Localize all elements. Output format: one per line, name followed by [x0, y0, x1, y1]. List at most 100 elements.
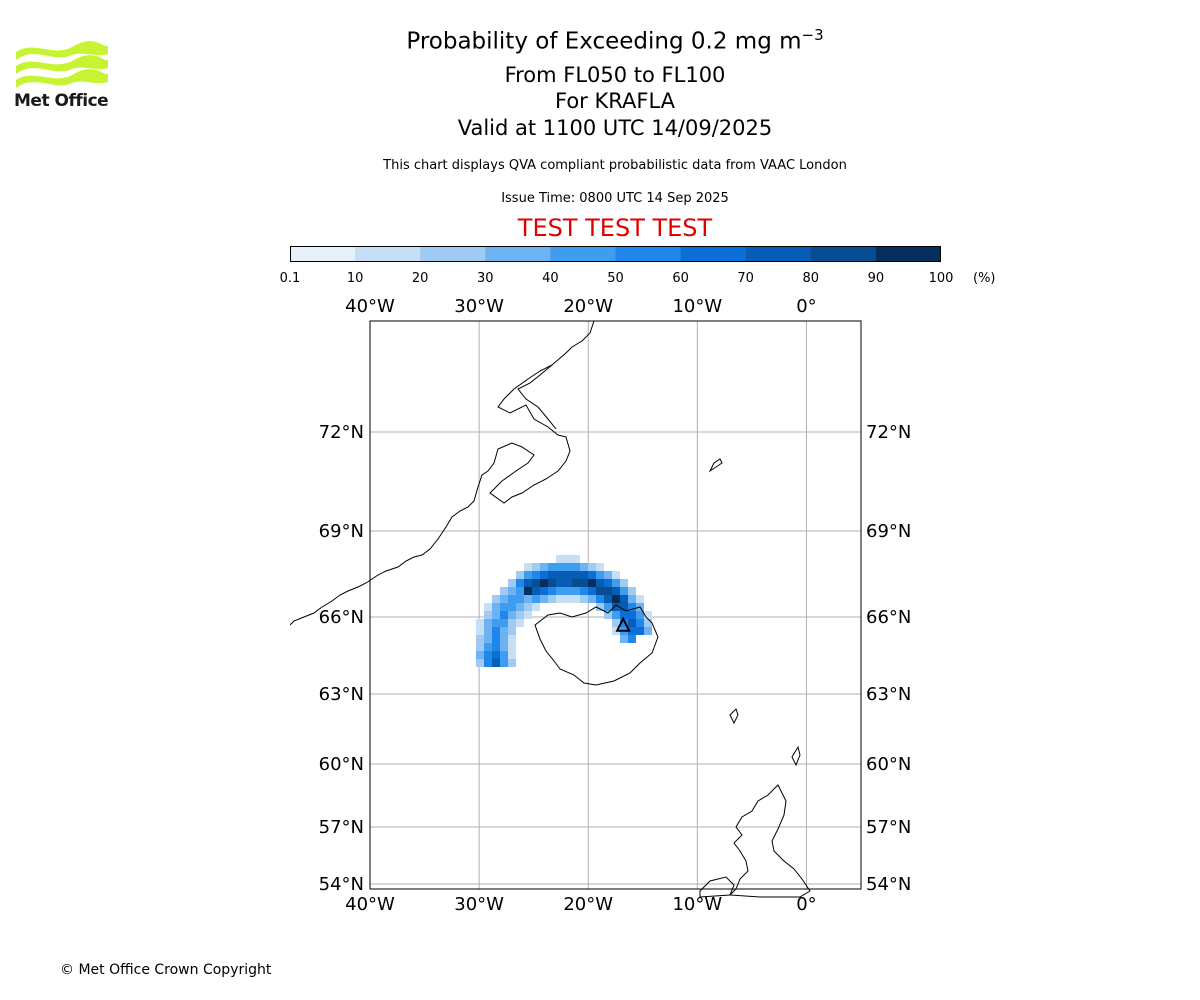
longitude-label-top: 30°W [454, 296, 504, 317]
plume-cell [604, 587, 612, 595]
ireland-coastline [699, 876, 735, 898]
colorbar-tick-label: 50 [607, 271, 624, 286]
plume-cell [644, 619, 652, 627]
colorbar-segment [290, 246, 356, 262]
plume-cell [620, 595, 628, 603]
iceland-coastline [534, 604, 659, 686]
latitude-label-right: 60°N [866, 754, 911, 775]
plume-cell [580, 587, 588, 595]
map-axis-labels: 40°W 40°W 30°W 30°W 20°W 20°W 10°W 10°W 0° 0° 72°N… [319, 296, 912, 915]
issue-time: Issue Time: 0800 UTC 14 Sep 2025 [501, 191, 729, 206]
plume-cell [508, 579, 516, 587]
plume-cell [508, 643, 516, 651]
colorbar-segment [680, 246, 747, 262]
plume-cell [492, 643, 500, 651]
plume-cell [500, 635, 508, 643]
latitude-label-right: 66°N [866, 607, 911, 628]
colorbar-segment [420, 246, 486, 262]
map-frame [369, 320, 862, 890]
plume-cell [628, 603, 636, 611]
plume-cell [516, 579, 524, 587]
plume-cell [508, 619, 516, 627]
plume-cell [476, 659, 484, 667]
latitude-label-right: 69°N [866, 521, 911, 542]
plume-cell [476, 651, 484, 659]
colorbar-segment [745, 246, 812, 262]
plume-cell [516, 587, 524, 595]
latitude-label-left: 54°N [319, 874, 364, 895]
plume-cell [564, 555, 572, 563]
plume-cell [524, 603, 532, 611]
plume-cell [572, 579, 580, 587]
plume-cell [476, 635, 484, 643]
plume-cell [588, 579, 596, 587]
plume-cell [620, 619, 628, 627]
plume-cell [492, 635, 500, 643]
plume-cell [508, 635, 516, 643]
plume-cell [620, 603, 628, 611]
colorbar-segment [810, 246, 877, 262]
colorbar-segment [355, 246, 421, 262]
plume-cell [556, 595, 564, 603]
latitude-label-right: 54°N [866, 874, 911, 895]
plume-cell [500, 659, 508, 667]
copyright-text: © Met Office Crown Copyright [60, 962, 272, 978]
plume-cell [492, 619, 500, 627]
plume-cell [580, 571, 588, 579]
plume-cell [484, 635, 492, 643]
plume-cell [524, 595, 532, 603]
latitude-label-right: 72°N [866, 422, 911, 443]
plume-cell [596, 603, 604, 611]
plume-cell [476, 619, 484, 627]
colorbar-tick-label: 10 [346, 271, 364, 286]
jan-mayen-coastline [708, 458, 723, 473]
plume-cell [524, 587, 532, 595]
latitude-label-left: 57°N [319, 817, 364, 838]
plume-cell [644, 627, 652, 635]
plume-cell [484, 659, 492, 667]
plume-cell [492, 659, 500, 667]
ash-probability-plume [476, 555, 652, 667]
colorbar-tick-label: 30 [477, 271, 494, 286]
colorbar-outline [290, 246, 941, 262]
plume-cell [524, 571, 532, 579]
scotland-coastline [728, 784, 811, 898]
colorbar-tick-label: 90 [867, 271, 885, 286]
plume-cell [508, 611, 516, 619]
plume-cell [508, 651, 516, 659]
plume-cell [596, 587, 604, 595]
valid-time: Valid at 1100 UTC 14/09/2025 [457, 116, 773, 140]
longitude-label-top: 0° [796, 296, 816, 317]
longitude-label-top: 40°W [345, 296, 395, 317]
volcano-triangle-icon [615, 616, 631, 632]
plume-cell [628, 627, 636, 635]
plume-cell [484, 643, 492, 651]
colorbar-tick-label: 60 [672, 271, 689, 286]
plume-cell [620, 587, 628, 595]
colorbar-tick-label: 40 [542, 271, 559, 286]
plume-cell [484, 627, 492, 635]
plume-cell [572, 571, 580, 579]
longitude-label-bottom: 40°W [345, 894, 395, 915]
plume-cell [508, 587, 516, 595]
level-range: From FL050 to FL100 [504, 63, 726, 87]
latitude-label-left: 72°N [319, 422, 364, 443]
plume-cell [612, 595, 620, 603]
plume-cell [596, 595, 604, 603]
plume-cell [628, 619, 636, 627]
plume-cell [556, 563, 564, 571]
plume-cell [628, 595, 636, 603]
plume-cell [628, 635, 636, 643]
plume-cell [628, 587, 636, 595]
plume-cell [508, 595, 516, 603]
plume-cell [524, 579, 532, 587]
plume-cell [612, 579, 620, 587]
plume-cell [508, 659, 516, 667]
title-main: Probability of Exceeding 0.2 mg m [406, 28, 802, 55]
plume-cell [532, 563, 540, 571]
plume-cell [500, 595, 508, 603]
plume-cell [564, 595, 572, 603]
plume-cell [580, 579, 588, 587]
plume-cell [540, 595, 548, 603]
plume-cell [636, 595, 644, 603]
